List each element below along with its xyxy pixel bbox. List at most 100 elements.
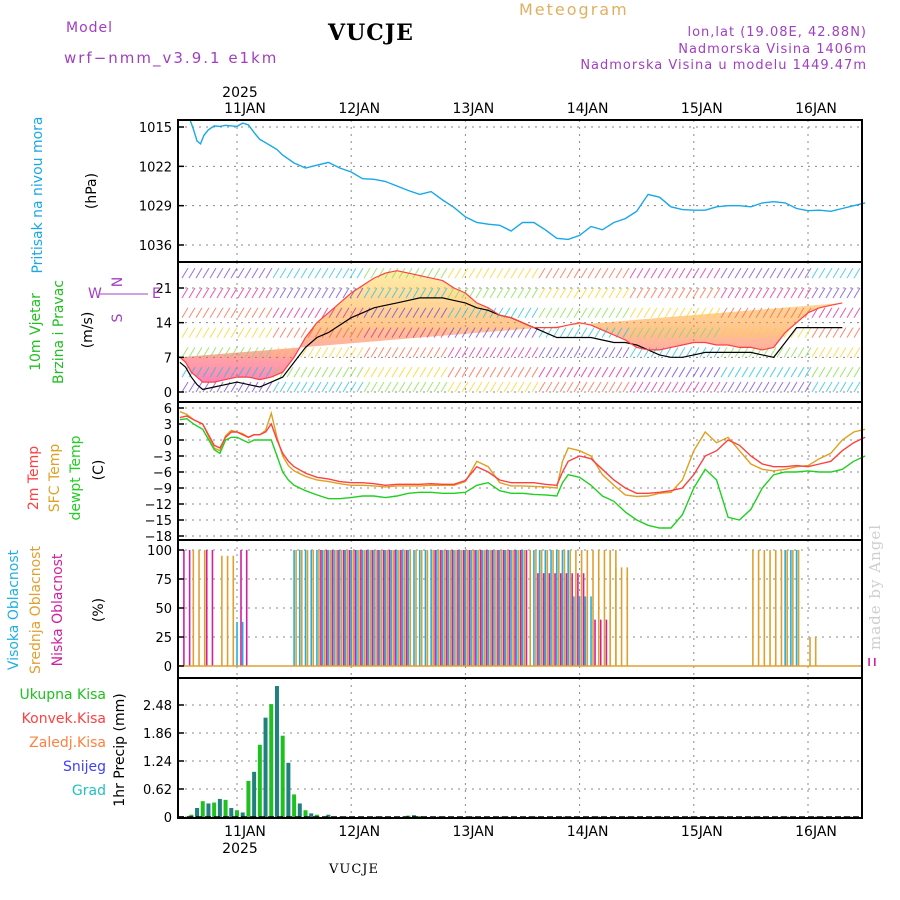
- wind-barb: [426, 381, 434, 393]
- wind-barb: [321, 366, 329, 378]
- wind-barb: [629, 366, 637, 378]
- wind-barb: [300, 307, 308, 319]
- wind-barb: [328, 287, 336, 299]
- wind-barb: [237, 327, 245, 338]
- wind-barb: [181, 381, 189, 393]
- wind-barb: [202, 307, 210, 319]
- wind-barb: [258, 287, 266, 299]
- wind-barb: [447, 287, 455, 299]
- wind-barb: [839, 307, 847, 319]
- station-title: VUCJE: [328, 20, 414, 46]
- wind-barb: [209, 267, 217, 279]
- precip-bar: [303, 810, 308, 817]
- wind-barb: [678, 327, 686, 338]
- wind-barb: [573, 267, 581, 279]
- wind-barb: [314, 347, 322, 358]
- wind-barb: [622, 381, 630, 393]
- wind-barb: [524, 287, 532, 299]
- wind-barb: [342, 381, 350, 393]
- wind-barb: [265, 307, 273, 319]
- wind-barb: [832, 267, 840, 279]
- wind-barb: [531, 267, 539, 279]
- wind-barb: [825, 366, 833, 378]
- wind-barb: [545, 267, 553, 279]
- wind-barb: [314, 307, 322, 319]
- wind-barb: [692, 267, 700, 279]
- xtick-label-bottom: 15JAN: [681, 824, 723, 840]
- wind-barb: [293, 267, 301, 279]
- pressure-title: Pritisak na nivou mora: [30, 116, 46, 273]
- wind-barb: [503, 381, 511, 393]
- wind-barb: [321, 307, 329, 319]
- wind-barb: [797, 287, 805, 299]
- wind-barb: [447, 347, 455, 358]
- wind-barb: [839, 267, 847, 279]
- wind-barb: [769, 267, 777, 279]
- ytick-label: 21: [155, 282, 172, 297]
- wind-barb: [692, 307, 700, 319]
- wind-barb: [377, 327, 385, 338]
- wind-barb: [699, 267, 707, 279]
- wind-barb: [727, 287, 735, 299]
- wind-barb: [734, 366, 742, 378]
- wind-barb: [272, 381, 280, 393]
- precip-bar: [314, 814, 319, 817]
- low-cloud-title: Niska Oblacnost: [50, 553, 66, 666]
- wind-barb: [272, 327, 280, 338]
- wind-barb: [790, 347, 798, 358]
- wind-barb: [237, 366, 245, 378]
- wind-barb: [622, 287, 630, 299]
- wind-barb: [839, 381, 847, 393]
- wind-barb: [419, 381, 427, 393]
- wind-barb: [216, 366, 224, 378]
- wind-barb: [454, 287, 462, 299]
- wind-barb: [762, 287, 770, 299]
- wind-barb: [741, 366, 749, 378]
- wind-barb: [468, 307, 476, 319]
- wind-barb: [692, 347, 700, 358]
- wind-barb: [202, 347, 210, 358]
- wind-barb: [601, 327, 609, 338]
- wind-barb: [657, 267, 665, 279]
- ytick-label: −6: [153, 466, 172, 481]
- precip-bar: [286, 762, 291, 817]
- wind-barb: [601, 347, 609, 358]
- wind-barb: [328, 347, 336, 358]
- precip-bar: [274, 686, 279, 817]
- ytick-label: −3: [153, 450, 172, 465]
- wind-barb: [566, 366, 574, 378]
- wind-barb: [685, 287, 693, 299]
- wind-barb: [594, 307, 602, 319]
- wind-barb: [853, 327, 861, 338]
- wind-barb: [300, 381, 308, 393]
- wind-barb: [538, 327, 546, 338]
- wind-barb: [244, 347, 252, 358]
- wind-barb: [566, 327, 574, 338]
- wind-barb: [839, 287, 847, 299]
- wind-barb: [223, 267, 231, 279]
- wind-barb: [398, 327, 406, 338]
- wind-barb: [342, 287, 350, 299]
- wind-barb: [811, 287, 819, 299]
- wind-barb: [769, 287, 777, 299]
- wind-barb: [251, 366, 259, 378]
- wind-barb: [643, 381, 651, 393]
- dewpt-temp-line: [179, 417, 866, 529]
- wind-barb: [566, 347, 574, 358]
- wind-barb: [811, 327, 819, 338]
- temp-unit: (C): [91, 460, 107, 481]
- wind-barb: [230, 366, 238, 378]
- wind-barb: [342, 267, 350, 279]
- wind-barb: [496, 366, 504, 378]
- wind-barb: [384, 327, 392, 338]
- wind-barb: [356, 267, 364, 279]
- wind-barb: [314, 327, 322, 338]
- wind-barb: [622, 267, 630, 279]
- wind-barb: [643, 366, 651, 378]
- wind-barb: [615, 347, 623, 358]
- wind-barb: [517, 381, 525, 393]
- lonlat-label: lon,lat (19.08E, 42.88N): [687, 25, 867, 40]
- wind-barb: [405, 347, 413, 358]
- wind-barb: [384, 347, 392, 358]
- wind-barb: [188, 327, 196, 338]
